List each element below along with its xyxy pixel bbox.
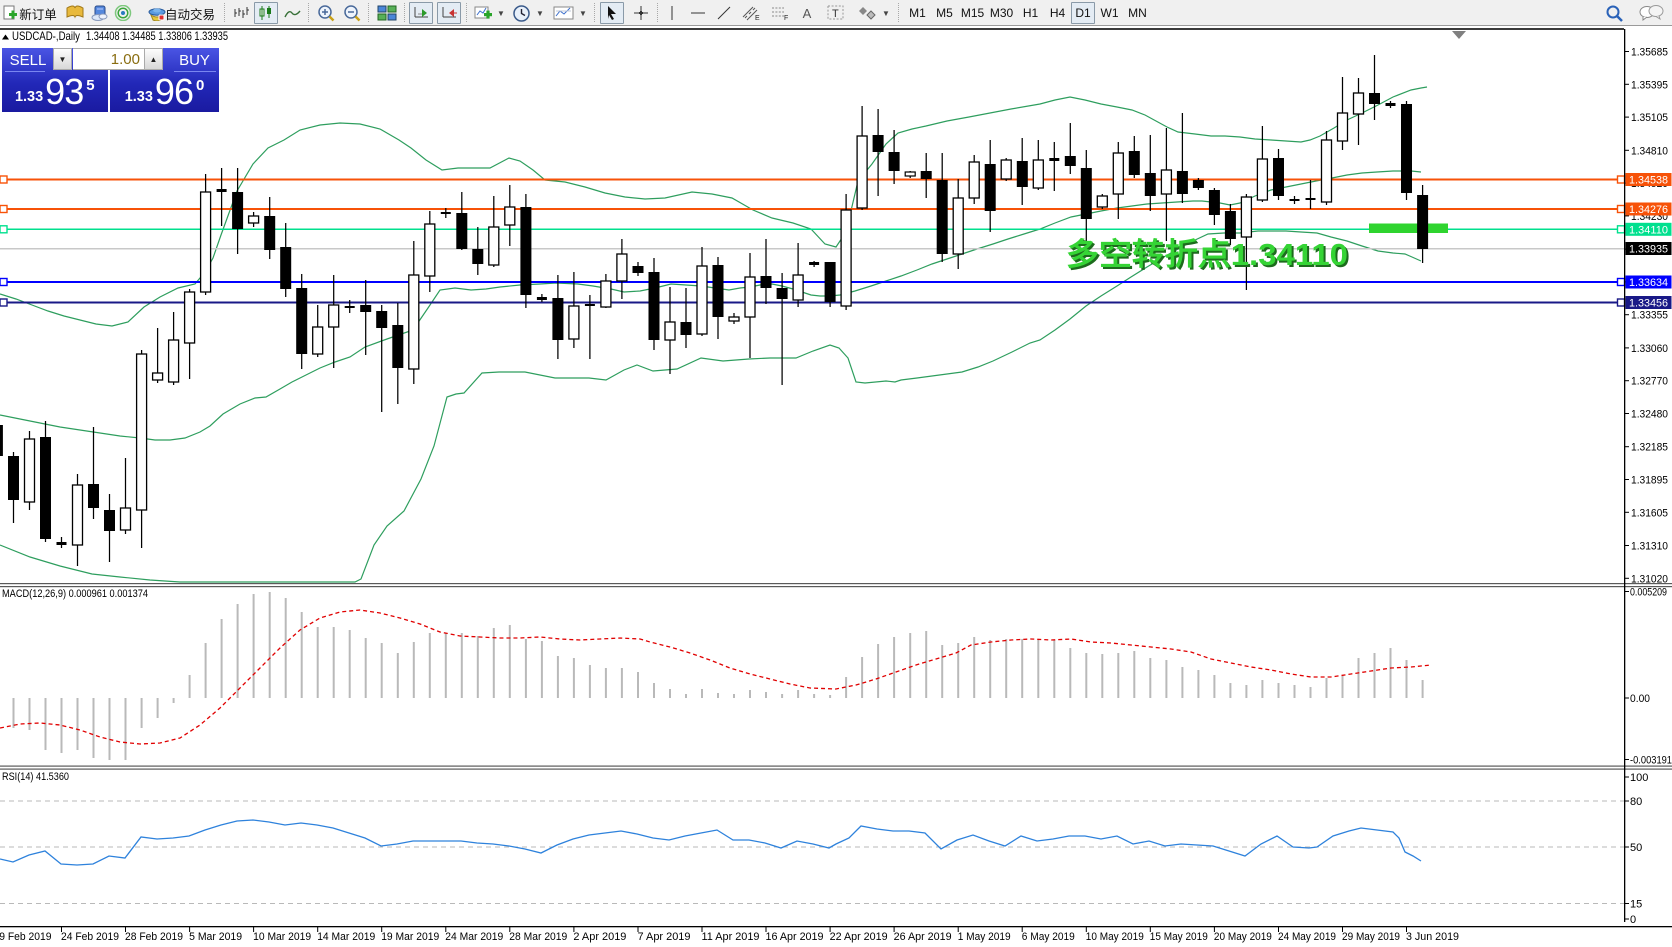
svg-text:19 Mar 2019: 19 Mar 2019 xyxy=(381,931,439,943)
svg-text:1.33060: 1.33060 xyxy=(1631,343,1668,355)
svg-text:10 May 2019: 10 May 2019 xyxy=(1086,931,1144,943)
svg-text:1.31605: 1.31605 xyxy=(1631,507,1668,519)
svg-text:26 Apr 2019: 26 Apr 2019 xyxy=(894,931,952,943)
svg-text:15: 15 xyxy=(1630,899,1642,911)
svg-text:22 Apr 2019: 22 Apr 2019 xyxy=(830,931,888,943)
svg-text:1.33634: 1.33634 xyxy=(1629,277,1668,289)
svg-text:F: F xyxy=(784,15,788,21)
svg-text:RSI(14) 41.5360: RSI(14) 41.5360 xyxy=(2,771,69,783)
svg-text:1.32185: 1.32185 xyxy=(1631,442,1668,454)
svg-text:11 Apr 2019: 11 Apr 2019 xyxy=(702,931,760,943)
svg-text:0: 0 xyxy=(1630,914,1636,926)
svg-text:T: T xyxy=(832,8,839,20)
svg-text:24 Mar 2019: 24 Mar 2019 xyxy=(445,931,503,943)
svg-text:28 Feb 2019: 28 Feb 2019 xyxy=(125,931,183,943)
svg-text:15 May 2019: 15 May 2019 xyxy=(1150,931,1208,943)
svg-text:3 Jun 2019: 3 Jun 2019 xyxy=(1406,931,1459,943)
svg-text:0.005209: 0.005209 xyxy=(1630,587,1667,599)
svg-text:E: E xyxy=(755,15,760,21)
svg-text:多空转折点1.34110: 多空转折点1.34110 xyxy=(1066,237,1348,272)
svg-text:2 Apr 2019: 2 Apr 2019 xyxy=(573,931,626,943)
svg-text:10 Mar 2019: 10 Mar 2019 xyxy=(253,931,311,943)
svg-text:50: 50 xyxy=(1630,842,1642,854)
svg-text:1.34408 1.34485 1.33806 1.3393: 1.34408 1.34485 1.33806 1.33935 xyxy=(86,29,228,43)
svg-text:1 May 2019: 1 May 2019 xyxy=(958,931,1011,943)
svg-text:1.35685: 1.35685 xyxy=(1631,47,1668,59)
svg-text:USDCAD-,Daily: USDCAD-,Daily xyxy=(12,29,80,43)
svg-text:0.00: 0.00 xyxy=(1630,693,1650,705)
svg-text:1.32480: 1.32480 xyxy=(1631,409,1668,421)
svg-text:1.33935: 1.33935 xyxy=(1629,244,1668,256)
svg-text:16 Apr 2019: 16 Apr 2019 xyxy=(766,931,824,943)
svg-text:-0.003191: -0.003191 xyxy=(1630,755,1672,767)
svg-text:1.32770: 1.32770 xyxy=(1631,376,1668,388)
svg-text:多空转折点1.34110: 多空转折点1.34110 xyxy=(1068,239,1350,274)
svg-text:24 Feb 2019: 24 Feb 2019 xyxy=(61,931,119,943)
svg-text:1.31895: 1.31895 xyxy=(1631,475,1668,487)
svg-text:1.34110: 1.34110 xyxy=(1629,224,1668,236)
svg-text:14 Mar 2019: 14 Mar 2019 xyxy=(317,931,375,943)
svg-text:MACD(12,26,9) 0.000961 0.00137: MACD(12,26,9) 0.000961 0.001374 xyxy=(2,588,148,600)
svg-text:29 May 2019: 29 May 2019 xyxy=(1342,931,1400,943)
svg-text:1.33456: 1.33456 xyxy=(1629,298,1668,310)
svg-text:1.31020: 1.31020 xyxy=(1631,573,1668,585)
svg-text:7 Apr 2019: 7 Apr 2019 xyxy=(638,931,691,943)
svg-text:1.34276: 1.34276 xyxy=(1629,204,1668,216)
svg-text:80: 80 xyxy=(1630,796,1642,808)
svg-text:1.33355: 1.33355 xyxy=(1631,310,1668,322)
svg-text:1.35105: 1.35105 xyxy=(1631,112,1668,124)
svg-text:1.34810: 1.34810 xyxy=(1631,145,1668,157)
svg-text:5 Mar 2019: 5 Mar 2019 xyxy=(189,931,242,943)
svg-text:24 May 2019: 24 May 2019 xyxy=(1278,931,1336,943)
svg-text:6 May 2019: 6 May 2019 xyxy=(1022,931,1075,943)
svg-text:20 May 2019: 20 May 2019 xyxy=(1214,931,1272,943)
svg-text:1.34538: 1.34538 xyxy=(1629,175,1668,187)
svg-text:100: 100 xyxy=(1630,772,1648,784)
svg-text:1.31310: 1.31310 xyxy=(1631,541,1668,553)
svg-text:19 Feb 2019: 19 Feb 2019 xyxy=(0,931,52,943)
svg-text:28 Mar 2019: 28 Mar 2019 xyxy=(509,931,567,943)
svg-text:1.35395: 1.35395 xyxy=(1631,79,1668,91)
